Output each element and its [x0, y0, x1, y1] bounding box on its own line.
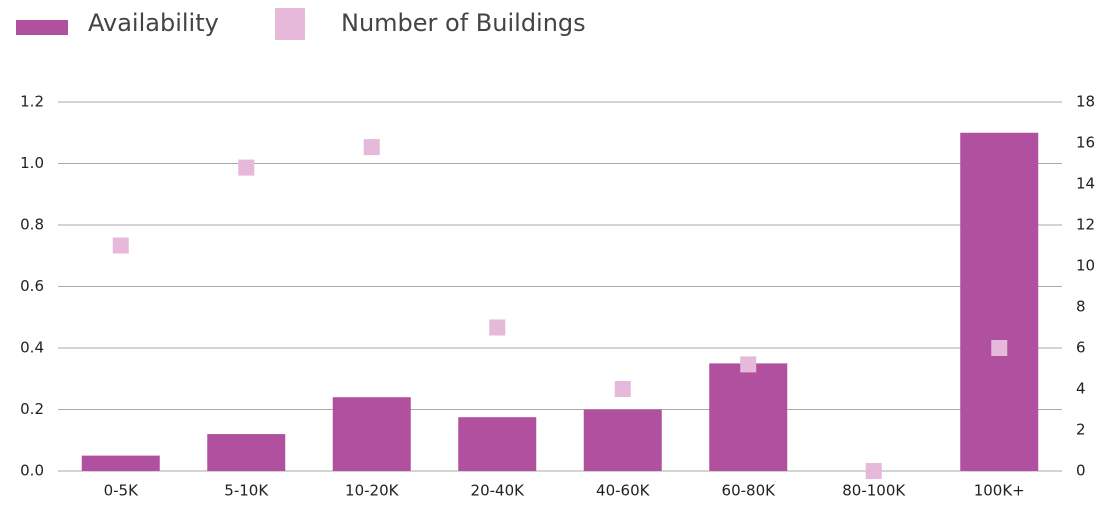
y2-tick-label: 16 [1076, 134, 1095, 152]
x-tick-label: 0-5K [104, 482, 139, 500]
y2-tick-label: 8 [1076, 298, 1086, 316]
marker [489, 319, 506, 336]
y2-tick-label: 0 [1076, 462, 1086, 480]
y-tick-label: 0.8 [20, 216, 44, 234]
y-tick-label: 1.0 [20, 154, 44, 172]
x-tick-label: 60-80K [722, 482, 777, 500]
legend-swatch [275, 8, 305, 40]
legend-label: Number of Buildings [341, 9, 586, 37]
y2-tick-label: 4 [1076, 380, 1086, 398]
bar [81, 455, 160, 471]
bar [207, 434, 286, 471]
legend-swatch [16, 20, 68, 35]
marker [112, 237, 129, 254]
y-tick-label: 0.2 [20, 400, 44, 418]
marker [614, 381, 631, 397]
y2-tick-label: 14 [1076, 175, 1095, 193]
marker [363, 139, 380, 156]
x-tick-label: 80-100K [842, 482, 906, 500]
marker [865, 463, 882, 479]
x-tick-label: 5-10K [224, 482, 269, 500]
y2-tick-label: 6 [1076, 339, 1086, 357]
y-tick-label: 0.4 [20, 339, 44, 357]
marker [991, 340, 1008, 356]
y2-tick-label: 10 [1076, 257, 1095, 275]
x-tick-label: 100K+ [974, 482, 1025, 500]
y2-tick-label: 12 [1076, 216, 1095, 234]
y2-tick-label: 2 [1076, 421, 1086, 439]
x-tick-label: 40-60K [596, 482, 651, 500]
legend-label: Availability [88, 9, 219, 37]
marker [238, 159, 255, 176]
bar [960, 132, 1039, 471]
y2-tick-label: 18 [1076, 93, 1095, 111]
bar [583, 409, 662, 471]
marker [740, 356, 757, 373]
bar [458, 417, 537, 471]
y-tick-label: 0.6 [20, 277, 44, 295]
bar [332, 397, 411, 471]
x-tick-label: 10-20K [345, 482, 400, 500]
bar [709, 363, 788, 471]
y-tick-label: 0.0 [20, 462, 44, 480]
y-tick-label: 1.2 [20, 93, 44, 111]
x-tick-label: 20-40K [471, 482, 526, 500]
